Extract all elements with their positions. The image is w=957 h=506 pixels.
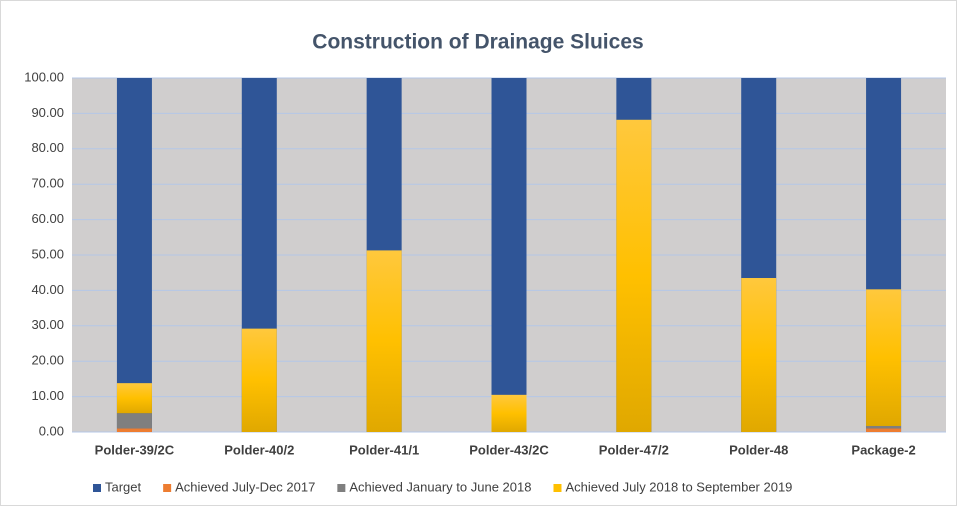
bar-segment [491, 78, 527, 432]
bar-segment [116, 428, 152, 432]
bar-segment [866, 425, 902, 429]
y-tick-label: 80.00 [31, 140, 64, 155]
bar-segment [116, 78, 152, 432]
legend-label: Achieved January to June 2018 [349, 479, 531, 494]
y-tick-label: 20.00 [31, 353, 64, 368]
legend-label: Achieved July 2018 to September 2019 [565, 479, 792, 494]
bar-segment [866, 289, 902, 426]
chart-title: Construction of Drainage Sluices [312, 31, 643, 54]
legend-swatch [553, 484, 562, 492]
x-tick-label: Polder-47/2 [599, 442, 669, 457]
bar-segment [366, 250, 402, 432]
x-tick-label: Polder-40/2 [224, 442, 294, 457]
bar-segment [116, 413, 152, 429]
x-tick-label: Polder-48 [729, 442, 788, 457]
x-tick-label: Polder-43/2C [469, 442, 549, 457]
bar-segment [116, 383, 152, 414]
y-tick-label: 40.00 [31, 282, 64, 297]
bar-segment [741, 278, 777, 432]
bar-segment [616, 119, 652, 432]
y-tick-label: 30.00 [31, 317, 64, 332]
y-tick-label: 70.00 [31, 176, 64, 191]
y-tick-label: 0.00 [39, 423, 64, 438]
x-tick-label: Package-2 [851, 442, 915, 457]
legend-label: Target [105, 479, 142, 494]
y-tick-label: 90.00 [31, 105, 64, 120]
y-tick-label: 50.00 [31, 246, 64, 261]
legend-swatch [163, 484, 172, 492]
x-tick-label: Polder-41/1 [349, 442, 419, 457]
y-tick-label: 100.00 [24, 69, 64, 84]
y-tick-label: 10.00 [31, 388, 64, 403]
bar-segment [866, 428, 902, 432]
legend-swatch [337, 484, 346, 492]
legend-swatch [93, 484, 101, 492]
legend-label: Achieved July-Dec 2017 [175, 479, 315, 494]
bar-segment [491, 394, 527, 432]
y-tick-label: 60.00 [31, 211, 64, 226]
bar-segment [241, 328, 277, 432]
x-tick-label: Polder-39/2C [95, 442, 175, 457]
